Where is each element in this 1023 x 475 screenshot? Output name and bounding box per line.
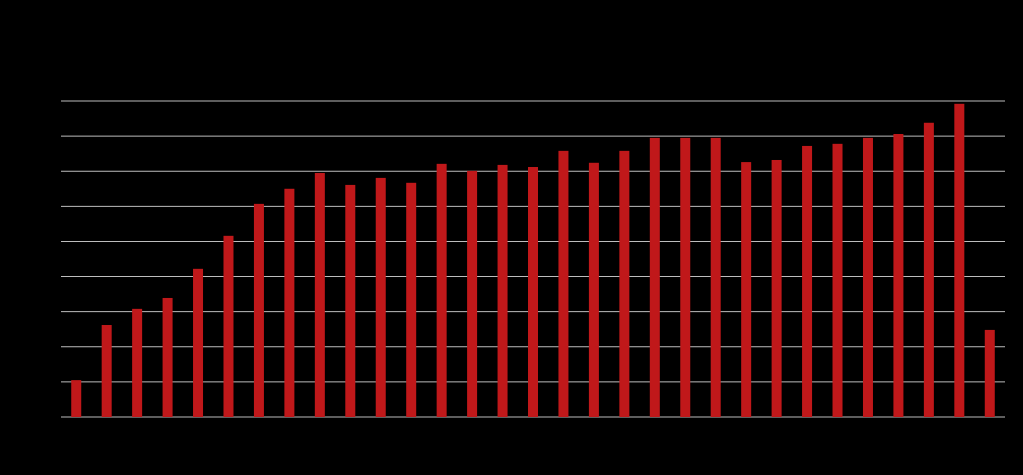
y-tick-label: 1 — [46, 374, 53, 388]
bar — [862, 137, 873, 417]
bar — [132, 308, 143, 417]
bar — [314, 172, 325, 417]
bar — [741, 162, 752, 417]
y-tick-label: 5 — [46, 234, 53, 248]
y-tick-label: 7 — [46, 163, 53, 177]
bar — [71, 380, 82, 417]
bar — [253, 203, 264, 417]
bar — [802, 145, 813, 418]
bar — [923, 122, 934, 417]
y-tick-label: 0 — [46, 409, 53, 423]
bar — [771, 159, 782, 417]
bar — [710, 137, 721, 417]
bar — [528, 167, 538, 417]
bar — [558, 150, 569, 417]
bar — [406, 182, 417, 417]
bar — [649, 137, 660, 417]
y-tick-label: 2 — [46, 339, 53, 353]
y-tick-label: 8 — [46, 128, 53, 142]
bar — [467, 170, 478, 417]
bar — [619, 150, 630, 417]
bar — [680, 137, 691, 417]
y-tick-label: 3 — [46, 304, 53, 318]
bar — [223, 235, 234, 417]
bar — [284, 188, 295, 417]
y-tick-label: 6 — [46, 199, 53, 213]
bar — [893, 134, 904, 417]
bar — [954, 103, 965, 417]
y-tick-label: 4 — [46, 269, 53, 283]
bar — [162, 297, 173, 417]
bar — [436, 163, 447, 417]
bar — [345, 184, 356, 417]
bar — [101, 325, 112, 417]
bar — [832, 143, 843, 417]
bar — [984, 329, 995, 417]
bar — [193, 268, 204, 417]
bar — [375, 177, 386, 417]
y-tick-label: 9 — [46, 93, 53, 107]
bar — [497, 164, 508, 417]
bar — [588, 162, 599, 417]
